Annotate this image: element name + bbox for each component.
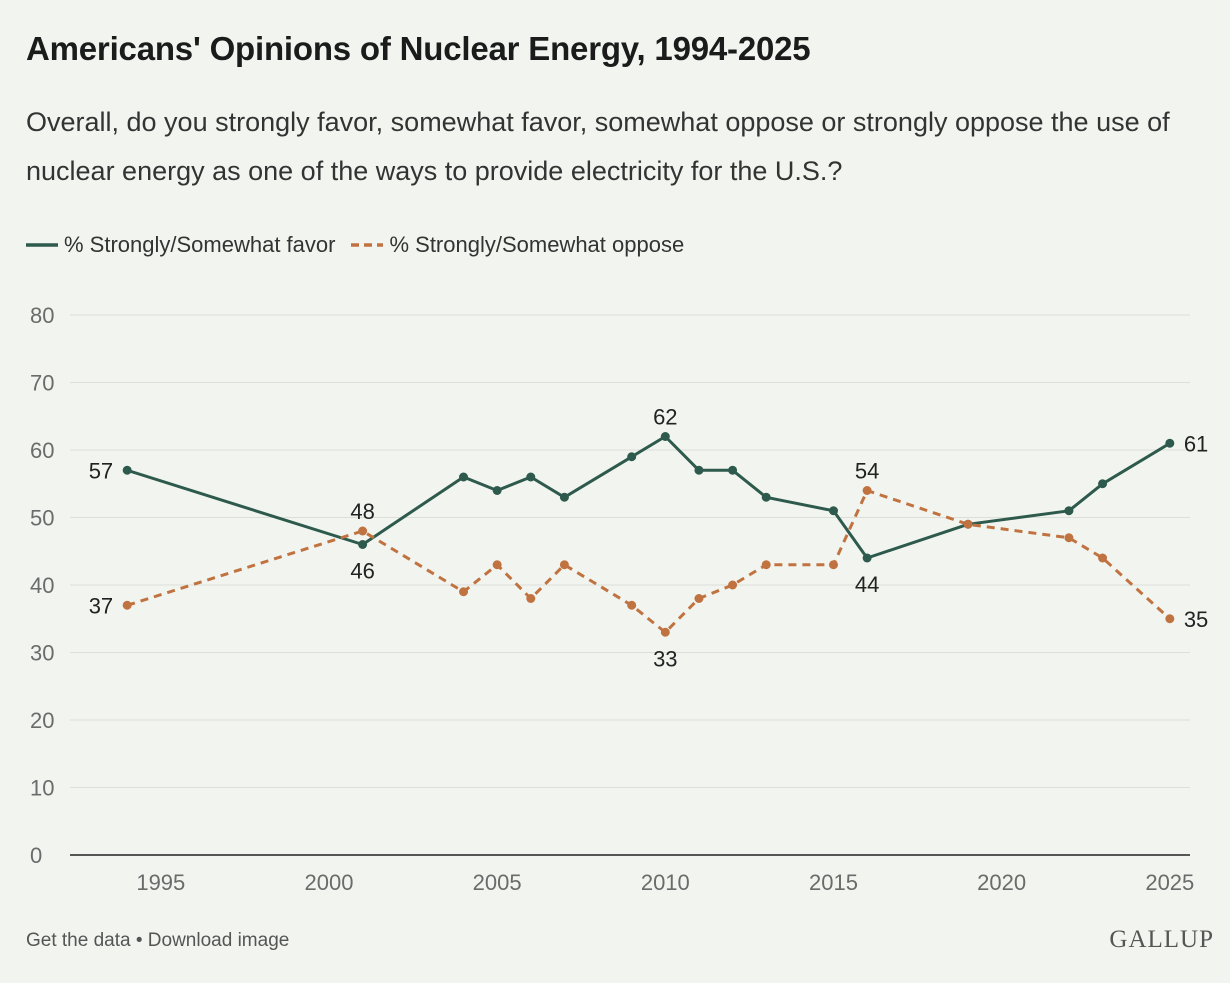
favor-data-point	[492, 486, 502, 495]
oppose-data-point	[1098, 553, 1108, 563]
oppose-series-line	[126, 489, 1171, 634]
footer-links: Get the data • Download image	[26, 930, 289, 952]
legend-swatch-oppose	[351, 243, 384, 247]
favor-data-point	[1064, 506, 1074, 516]
oppose-data-point	[694, 594, 704, 603]
oppose-data-point	[963, 519, 973, 529]
gallup-logo: GALLUP	[1109, 926, 1214, 953]
favor-data-point	[660, 432, 670, 441]
y-tick-label: 0	[30, 843, 42, 868]
y-tick-label: 60	[30, 438, 54, 463]
favor-data-point	[459, 472, 469, 482]
legend-item-oppose: % Strongly/Somewhat oppose	[351, 232, 684, 258]
oppose-data-point	[627, 600, 637, 610]
chart-legend: % Strongly/Somewhat favor % Strongly/Som…	[26, 232, 700, 258]
oppose-data-point	[761, 560, 771, 570]
x-tick-label: 2020	[977, 870, 1026, 895]
y-tick-label: 40	[30, 573, 54, 598]
oppose-data-point	[828, 560, 838, 570]
favor-data-point	[1098, 479, 1108, 489]
get-data-link[interactable]: Get the data	[26, 930, 131, 951]
oppose-data-point	[358, 526, 368, 536]
legend-item-favor: % Strongly/Somewhat favor	[26, 232, 335, 258]
x-tick-label: 2010	[641, 870, 690, 895]
y-tick-label: 70	[30, 371, 54, 396]
oppose-data-label: 48	[350, 499, 374, 524]
legend-label-favor: % Strongly/Somewhat favor	[64, 232, 336, 257]
oppose-data-point	[122, 600, 132, 610]
footer-separator: •	[135, 930, 143, 951]
y-tick-label: 10	[30, 776, 54, 801]
download-image-link[interactable]: Download image	[147, 930, 290, 951]
oppose-data-point	[459, 587, 469, 597]
x-tick-label: 2005	[473, 870, 522, 895]
favor-data-point	[761, 492, 771, 502]
y-tick-label: 50	[30, 506, 54, 531]
oppose-data-label: 37	[89, 593, 113, 618]
chart-title: Americans' Opinions of Nuclear Energy, 1…	[26, 30, 811, 67]
legend-swatch-favor	[26, 243, 58, 247]
chart-subtitle: Overall, do you strongly favor, somewhat…	[26, 107, 1170, 186]
favor-data-label: 62	[653, 405, 677, 430]
legend-label-oppose: % Strongly/Somewhat oppose	[389, 232, 685, 257]
x-tick-label: 2025	[1145, 870, 1194, 895]
oppose-data-label: 35	[1184, 607, 1208, 632]
oppose-data-point	[492, 560, 502, 570]
x-tick-label: 2000	[305, 870, 354, 895]
favor-data-label: 46	[350, 559, 374, 584]
favor-data-point	[828, 506, 838, 516]
favor-data-point	[627, 452, 637, 462]
favor-data-point	[358, 540, 368, 549]
favor-data-point	[728, 465, 738, 475]
y-tick-label: 80	[30, 303, 54, 328]
oppose-data-point	[862, 486, 872, 495]
oppose-data-point	[1165, 614, 1175, 624]
x-tick-label: 1995	[136, 870, 185, 895]
favor-series-line	[126, 435, 1171, 560]
favor-data-label: 44	[855, 572, 879, 597]
oppose-data-point	[559, 560, 569, 570]
oppose-data-point	[526, 594, 536, 603]
oppose-data-label: 33	[653, 646, 677, 671]
favor-data-point	[526, 472, 536, 482]
y-tick-label: 20	[30, 708, 54, 733]
favor-data-point	[694, 465, 704, 475]
oppose-data-point	[1064, 533, 1074, 543]
favor-data-point	[1165, 438, 1175, 448]
oppose-data-point	[660, 627, 670, 637]
oppose-data-point	[728, 580, 738, 590]
favor-data-point	[559, 492, 569, 502]
favor-data-label: 61	[1184, 431, 1208, 456]
favor-data-point	[122, 465, 132, 475]
x-tick-label: 2015	[809, 870, 858, 895]
favor-data-point	[862, 553, 872, 563]
favor-data-label: 57	[89, 458, 113, 483]
y-tick-label: 30	[30, 641, 54, 666]
oppose-data-label: 54	[855, 459, 879, 484]
